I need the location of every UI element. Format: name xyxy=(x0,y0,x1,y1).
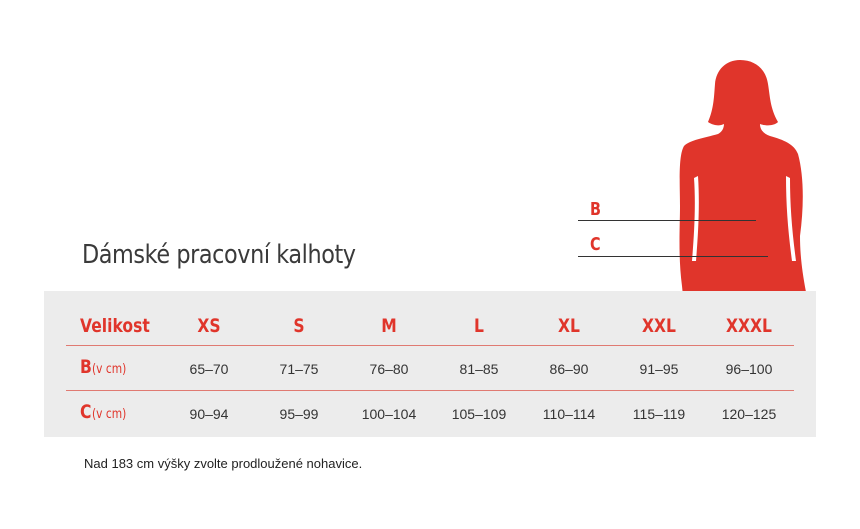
size-header-xl: XL xyxy=(558,315,580,337)
b-measure-line xyxy=(578,220,756,221)
row-label-unit: (v cm) xyxy=(92,362,127,377)
table-cell: 81–85 xyxy=(459,361,499,377)
size-header-m: M xyxy=(381,315,397,337)
size-header-xxxl: XXXL xyxy=(726,315,772,337)
table-cell: 90–94 xyxy=(189,406,229,422)
table-cell: 76–80 xyxy=(369,361,409,377)
c-measure-label: C xyxy=(590,234,601,255)
row-label-letter: C xyxy=(80,401,92,423)
row-divider xyxy=(66,345,794,346)
b-measure-label: B xyxy=(590,199,601,220)
page-title: Dámské pracovní kalhoty xyxy=(82,240,356,270)
row-label-c: C(v cm) xyxy=(80,401,134,423)
row-label-b: B(v cm) xyxy=(80,356,134,378)
table-cell: 110–114 xyxy=(542,406,596,422)
table-cell: 115–119 xyxy=(632,406,686,422)
table-cell: 95–99 xyxy=(279,406,319,422)
row-label-unit: (v cm) xyxy=(91,407,127,422)
row-label-letter: B xyxy=(80,356,92,378)
table-cell: 105–109 xyxy=(451,406,507,422)
table-cell: 120–125 xyxy=(721,406,777,422)
table-cell: 86–90 xyxy=(549,361,589,377)
size-header-xs: XS xyxy=(197,315,221,337)
footnote: Nad 183 cm výšky zvolte prodloužené noha… xyxy=(84,456,363,471)
size-header-label: Velikost xyxy=(80,315,150,337)
size-table xyxy=(44,291,816,437)
table-cell: 100–104 xyxy=(361,406,417,422)
row-divider xyxy=(66,390,794,391)
table-row: B(v cm) 65–70 71–75 76–80 81–85 86–90 91… xyxy=(66,356,794,382)
table-cell: 91–95 xyxy=(639,361,679,377)
size-header-xxl: XXL xyxy=(642,315,676,337)
table-cell: 65–70 xyxy=(189,361,229,377)
table-cell: 96–100 xyxy=(725,361,773,377)
table-row: C(v cm) 90–94 95–99 100–104 105–109 110–… xyxy=(66,401,794,427)
c-measure-line xyxy=(578,256,768,257)
size-header-s: S xyxy=(293,315,305,337)
female-silhouette-icon xyxy=(679,60,806,306)
table-header-row: Velikost XS S M L XL XXL XXXL xyxy=(66,315,794,339)
table-cell: 71–75 xyxy=(279,361,319,377)
size-header-l: L xyxy=(474,315,484,337)
